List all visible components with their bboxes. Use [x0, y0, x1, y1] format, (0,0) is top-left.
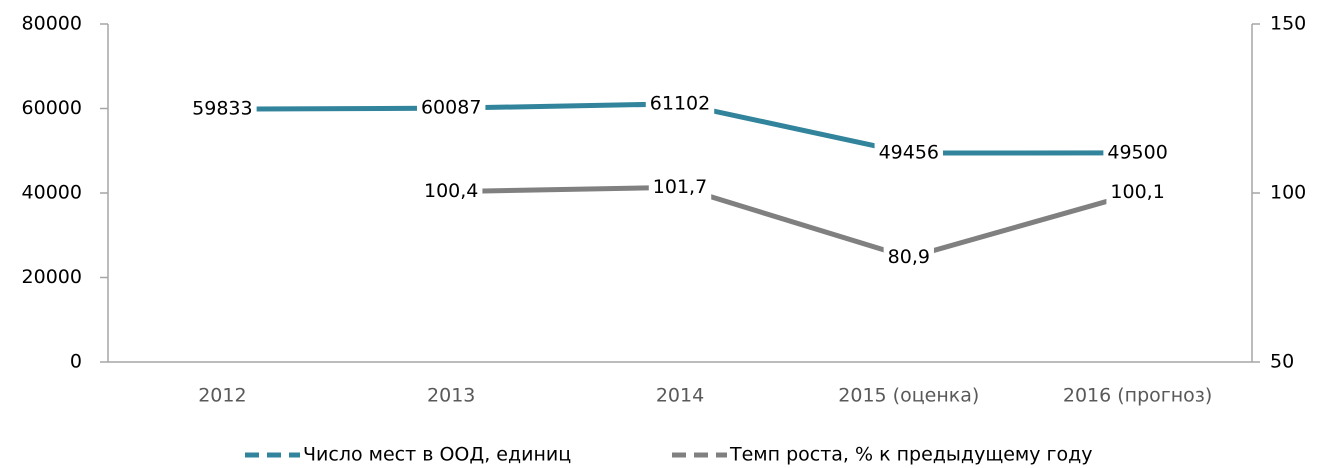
data-label-bg: [648, 173, 712, 200]
data-label: 61102: [650, 92, 710, 114]
x-tick-label: 2012: [198, 385, 246, 407]
y2-tick-label: 150: [1270, 13, 1306, 35]
y-tick-label: 0: [70, 351, 82, 373]
data-label-bg: [645, 90, 715, 117]
data-label: 49500: [1107, 141, 1167, 163]
data-label-bg: [883, 244, 934, 271]
data-label: 59833: [192, 98, 252, 120]
data-label: 101,7: [653, 176, 707, 198]
data-label-bg: [419, 178, 483, 205]
y-tick-label: 80000: [22, 13, 82, 35]
x-tick-label: 2016 (прогноз): [1063, 385, 1212, 407]
y-tick-label: 20000: [22, 266, 82, 288]
data-label: 80,9: [888, 246, 930, 268]
y-tick-label: 40000: [22, 182, 82, 204]
x-tick-label: 2015 (оценка): [838, 385, 979, 407]
y2-tick-label: 100: [1270, 182, 1306, 204]
data-label: 49456: [879, 142, 939, 164]
data-label-bg: [188, 95, 257, 122]
y2-tick-label: 50: [1270, 351, 1294, 373]
data-label: 100,1: [1110, 181, 1164, 203]
x-tick-label: 2013: [427, 385, 475, 407]
x-tick-label: 2014: [656, 385, 704, 407]
legend-label: Темп роста, % к предыдущему году: [729, 444, 1093, 466]
data-label-bg: [1103, 139, 1172, 166]
series-line: [451, 184, 1139, 261]
legend-label: Число мест в ООД, единиц: [303, 444, 571, 466]
data-label-bg: [416, 94, 486, 121]
data-label-bg: [874, 139, 944, 166]
data-label: 60087: [421, 97, 481, 119]
y-tick-label: 60000: [22, 97, 82, 119]
data-label-bg: [1106, 179, 1169, 206]
data-label: 100,4: [424, 180, 478, 202]
